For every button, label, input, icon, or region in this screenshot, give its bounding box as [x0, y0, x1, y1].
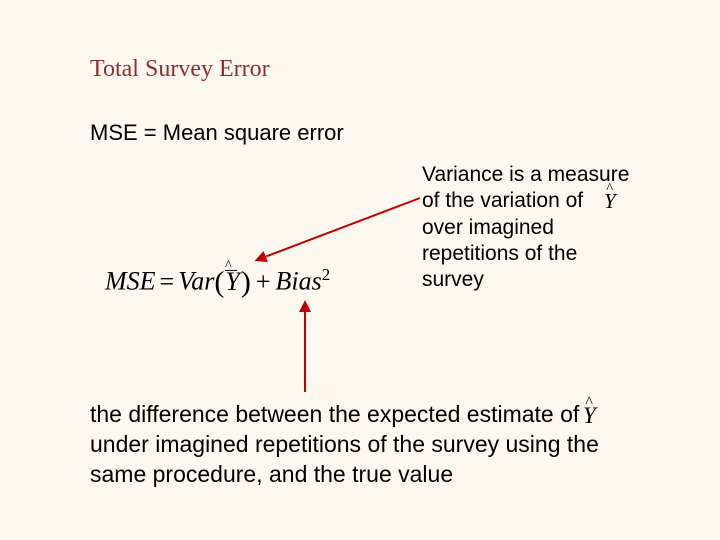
bias-description: the difference between the expected esti… — [90, 400, 630, 490]
arrow-to-variance — [250, 190, 430, 270]
mse-formula: MSE=Var(^Y)+Bias2 — [105, 265, 330, 300]
formula-mse: MSE — [105, 267, 156, 296]
arrow-to-bias — [290, 300, 320, 400]
bias-part2: under imagined repetitions of the survey… — [90, 431, 599, 487]
y-hat-symbol-1: ^Y — [604, 189, 616, 214]
formula-exponent: 2 — [322, 265, 330, 284]
formula-ybar: ^Y — [224, 267, 240, 297]
formula-var: Var — [178, 267, 214, 296]
y-hat-symbol-2: ^Y — [583, 403, 596, 429]
slide-title: Total Survey Error — [90, 56, 270, 83]
formula-bias: Bias — [275, 267, 321, 296]
bias-part1: the difference between the expected esti… — [90, 401, 579, 427]
subtitle-text: MSE = Mean square error — [90, 120, 344, 146]
